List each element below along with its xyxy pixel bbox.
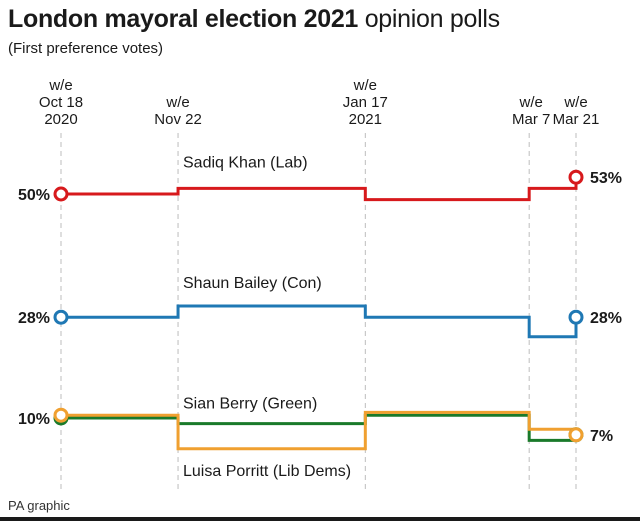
x-tick-label-line: 2020 xyxy=(44,111,77,128)
x-tick-label: w/e Nov 22 xyxy=(154,94,202,128)
bottom-rule xyxy=(0,517,640,521)
x-tick-label-line: w/e xyxy=(563,94,587,111)
chart-subtitle: (First preference votes) xyxy=(8,40,164,57)
x-tick-label-line: 2021 xyxy=(349,111,382,128)
chart-title-main: London mayoral election 2021 xyxy=(8,5,359,33)
x-tick-label: w/e Mar 21 xyxy=(553,94,600,128)
start-value-label: 28% xyxy=(18,310,50,327)
start-value-label: 50% xyxy=(18,187,50,204)
series-line xyxy=(61,413,578,442)
x-tick-label-line: w/e xyxy=(353,77,377,94)
x-tick-label-line: w/e xyxy=(48,77,72,94)
x-tick-label-line: Mar 21 xyxy=(553,111,600,128)
end-marker xyxy=(568,169,584,185)
end-value-label: 7% xyxy=(590,428,613,445)
series-name-label: Luisa Porritt (Lib Dems) xyxy=(183,463,351,480)
end-value-label: 28% xyxy=(590,310,622,327)
end-marker xyxy=(568,427,584,443)
start-marker xyxy=(53,186,69,202)
chart-title: London mayoral election 2021 opinion pol… xyxy=(8,4,500,34)
x-tick-label: w/e Oct 18 2020 xyxy=(39,77,83,128)
end-marker xyxy=(568,309,584,325)
series-line xyxy=(61,410,578,451)
start-marker xyxy=(53,309,69,325)
x-tick-label-line: Nov 22 xyxy=(154,111,202,128)
start-value-label: 10% xyxy=(18,411,50,428)
series-name-label: Sian Berry (Green) xyxy=(183,396,317,413)
start-marker xyxy=(53,407,69,423)
end-value-label: 53% xyxy=(590,170,622,187)
x-tick-label: w/e Jan 17 2021 xyxy=(343,77,388,128)
series-line xyxy=(61,177,578,202)
x-tick-label-line: w/e xyxy=(519,94,543,111)
x-tick-label: w/e Mar 7 xyxy=(512,94,550,128)
x-tick-label-line: Mar 7 xyxy=(512,111,550,128)
x-tick-label-line: Jan 17 xyxy=(343,94,388,111)
chart-title-suffix: opinion polls xyxy=(364,5,500,33)
source-credit: PA graphic xyxy=(8,498,70,513)
series-line xyxy=(61,304,578,339)
x-tick-label-line: w/e xyxy=(165,94,189,111)
series-name-label: Sadiq Khan (Lab) xyxy=(183,154,308,171)
series-name-label: Shaun Bailey (Con) xyxy=(183,275,322,292)
x-tick-label-line: Oct 18 xyxy=(39,94,83,111)
